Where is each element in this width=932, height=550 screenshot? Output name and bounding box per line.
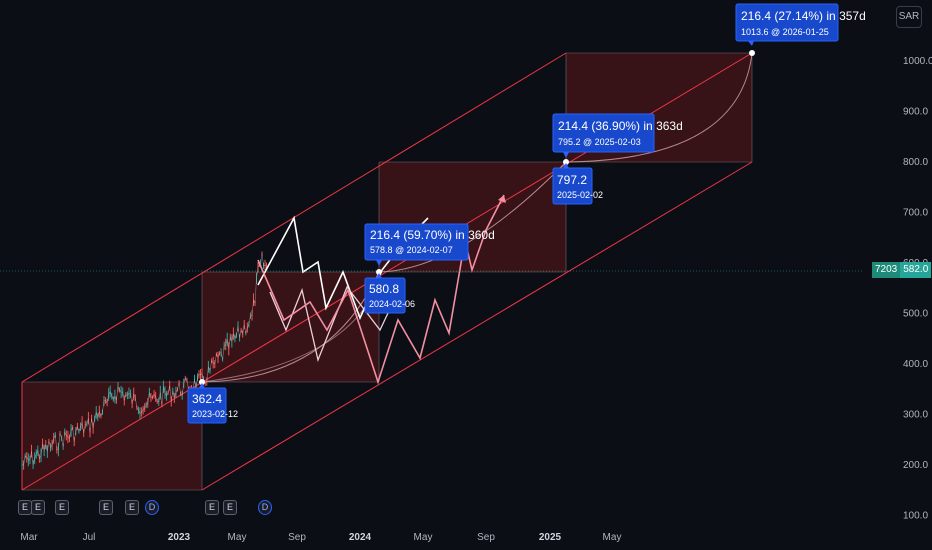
earnings-marker[interactable]: E (125, 500, 139, 515)
x-tick-label: Mar (20, 532, 38, 543)
earnings-marker[interactable]: E (205, 500, 219, 515)
price-series (21, 251, 267, 470)
projection-white-2 (269, 285, 399, 363)
point-label-1[interactable]: 362.4 2023-02-12 (187, 383, 238, 424)
point-label-3[interactable]: 797.2 2025-02-02 (552, 163, 603, 205)
symbol-tag: 7203 (872, 262, 901, 278)
cycle-point-3[interactable] (563, 159, 569, 165)
x-tick-label: Sep (288, 532, 306, 543)
y-tick-label: 300.0 (903, 410, 928, 421)
x-tick-label: Jul (83, 532, 96, 543)
y-tick-label: 400.0 (903, 359, 928, 370)
earnings-marker[interactable]: E (18, 500, 32, 515)
y-tick-label: 900.0 (903, 107, 928, 118)
annotation-headline-3: 216.4 (59.70%) in 360d (370, 228, 495, 242)
annotation-detail-1: 1013.6 @ 2026-01-25 (741, 27, 829, 37)
y-tick-label: 1000.0 (903, 56, 932, 67)
annotation-label-3[interactable]: 216.4 (59.70%) in 360d 578.8 @ 2024-02-0… (364, 223, 495, 266)
point-value-1: 362.4 (192, 392, 222, 406)
point-date-3: 2025-02-02 (557, 190, 603, 200)
point-value-3: 797.2 (557, 173, 587, 187)
point-value-2: 580.8 (369, 282, 399, 296)
earnings-marker[interactable]: E (55, 500, 69, 515)
dividend-marker[interactable]: D (145, 500, 159, 515)
x-tick-label: 2023 (168, 532, 191, 543)
annotation-label-1[interactable]: 216.4 (27.14%) in 357d 1013.6 @ 2026-01-… (735, 3, 866, 46)
annotation-detail-2: 795.2 @ 2025-02-03 (558, 137, 641, 147)
x-tick-label: 2025 (539, 532, 562, 543)
x-tick-label: Sep (477, 532, 495, 543)
currency-selector[interactable]: SAR (896, 6, 922, 28)
y-tick-label: 500.0 (903, 309, 928, 320)
earnings-marker[interactable]: E (223, 500, 237, 515)
last-price-value: 582.0 (900, 262, 932, 278)
cycle-box-2 (202, 272, 379, 382)
earnings-marker[interactable]: E (99, 500, 113, 515)
annotation-headline-2: 214.4 (36.90%) in 363d (558, 119, 683, 133)
y-tick-label: 700.0 (903, 208, 928, 219)
y-tick-label: 100.0 (903, 511, 928, 522)
cycle-point-2[interactable] (376, 269, 382, 275)
cycle-point-1[interactable] (199, 379, 205, 385)
x-tick-label: 2024 (349, 532, 372, 543)
last-price-tag: 7203 582.0 (872, 262, 932, 278)
point-date-2: 2024-02-06 (369, 299, 415, 309)
projection-arrow-head (498, 195, 506, 203)
annotation-headline-1: 216.4 (27.14%) in 357d (741, 9, 866, 23)
dividend-marker[interactable]: D (258, 500, 272, 515)
growth-curve (201, 52, 753, 383)
x-tick-label: May (228, 532, 247, 543)
x-tick-label: May (414, 532, 433, 543)
point-label-2[interactable]: 580.8 2024-02-06 (364, 273, 415, 314)
y-tick-label: 800.0 (903, 157, 928, 168)
projection-pink (257, 194, 505, 385)
point-date-1: 2023-02-12 (192, 409, 238, 419)
earnings-marker[interactable]: E (31, 500, 45, 515)
cycle-point-4[interactable] (749, 50, 755, 56)
x-axis[interactable]: Mar Jul 2023 May Sep 2024 May Sep 2025 May (20, 532, 621, 543)
x-tick-label: May (603, 532, 622, 543)
annotation-label-2[interactable]: 214.4 (36.90%) in 363d 795.2 @ 2025-02-0… (552, 113, 683, 158)
price-line (21, 253, 267, 466)
y-axis[interactable]: 1000.0900.0800.0700.0600.0500.0400.0300.… (903, 56, 932, 522)
annotation-detail-3: 578.8 @ 2024-02-07 (370, 245, 453, 255)
y-tick-label: 200.0 (903, 460, 928, 471)
